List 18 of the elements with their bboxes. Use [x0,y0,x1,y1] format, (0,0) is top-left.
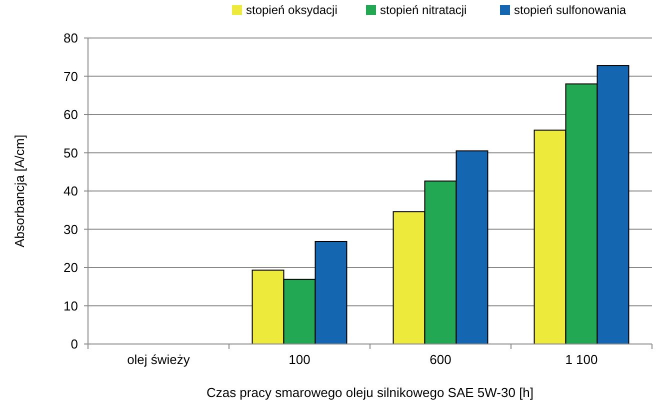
legend-label: stopień nitratacji [380,3,467,17]
y-tick-label: 70 [64,68,78,84]
x-tick-label: 600 [430,352,452,367]
y-tick-label: 20 [64,260,78,276]
x-tick-label: 1 100 [565,352,598,367]
y-tick-label: 60 [64,107,78,122]
y-tick-label: 40 [64,184,78,199]
x-tick-label: olej świeży [127,352,190,367]
x-tick-label: 100 [288,352,310,367]
legend-label: stopień oksydacji [246,3,338,17]
y-tick-label: 80 [64,30,78,46]
y-axis-title: Absorbancja [A/cm] [12,134,27,248]
legend-label: stopień sulfonowania [514,3,626,17]
y-tick-label: 50 [64,145,78,160]
y-tick-label: 0 [70,336,78,352]
y-tick-label: 30 [64,222,78,237]
y-tick-label: 10 [64,298,78,314]
x-axis-title: Czas pracy smarowego oleju silnikowego SAE 5W-30 [h] [206,385,534,400]
